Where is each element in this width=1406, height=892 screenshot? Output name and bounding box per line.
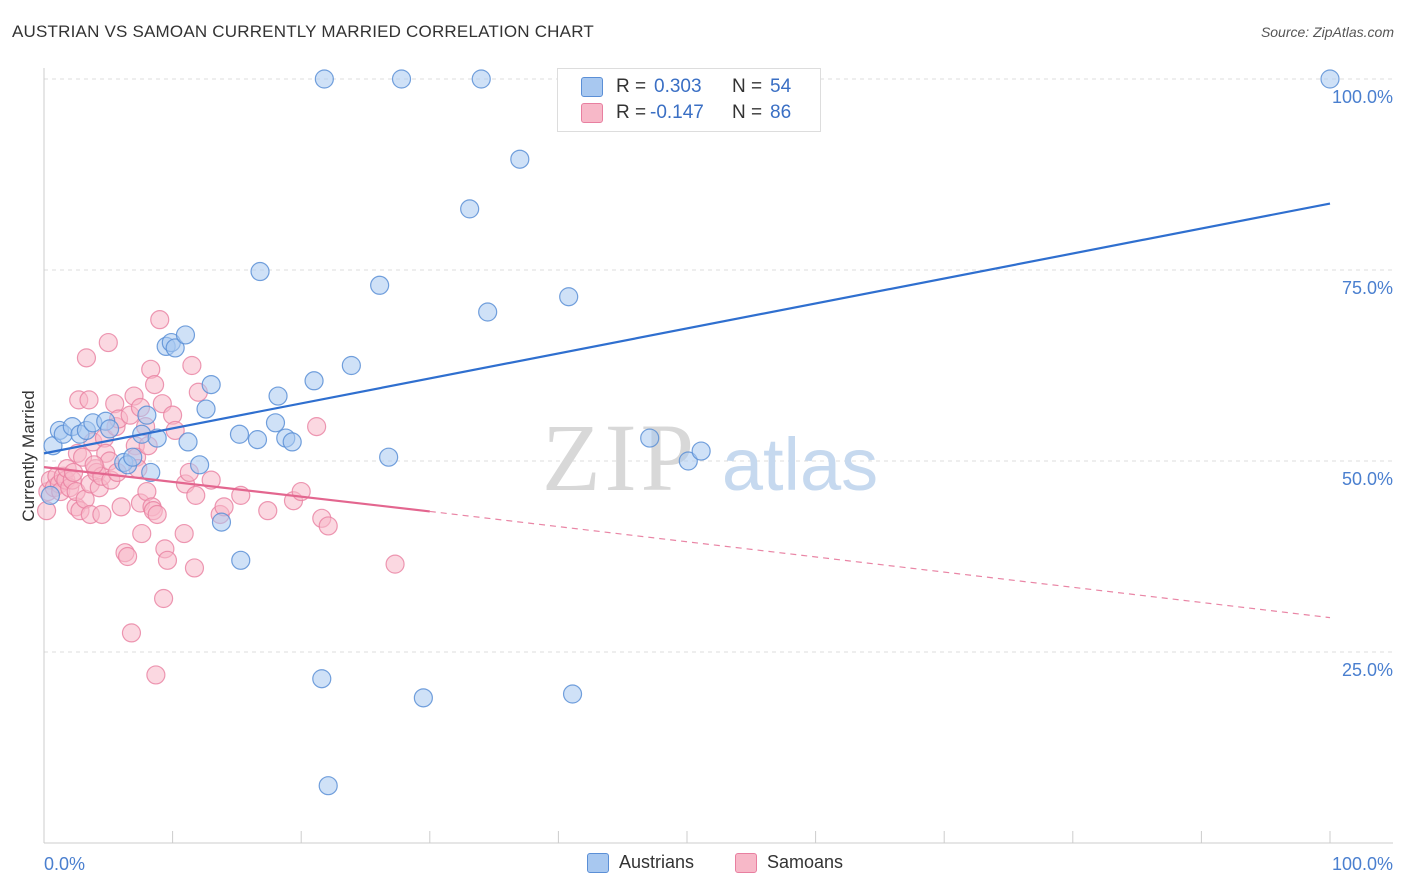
bottom-samoans-label: Samoans xyxy=(767,852,844,872)
x-tick-label-max: 100.0% xyxy=(1332,854,1393,874)
samoan-point xyxy=(201,470,221,490)
bottom-legend-samoans: Samoans xyxy=(735,852,843,873)
austrian-point xyxy=(231,550,251,570)
austrian-point xyxy=(211,512,232,532)
samoan-point xyxy=(117,546,138,567)
y-tick-label-25: 25.0% xyxy=(1342,660,1393,680)
austrian-point xyxy=(265,413,286,433)
austrian-point xyxy=(40,485,61,505)
samoans-trend-extension xyxy=(429,510,1331,619)
samoan-point xyxy=(111,497,131,517)
bottom-samoans-swatch xyxy=(735,852,757,873)
austrian-point xyxy=(99,419,120,439)
bottom-legend-austrians: Austrians xyxy=(587,852,694,873)
watermark-atlas: atlas xyxy=(722,423,878,506)
axes xyxy=(43,68,1393,844)
trend-lines xyxy=(43,202,1331,619)
austrian-point xyxy=(175,325,196,345)
samoan-point xyxy=(146,665,166,685)
samoan-point xyxy=(121,623,142,643)
samoan-point xyxy=(186,485,206,505)
samoan-point xyxy=(157,550,178,570)
austrian-point xyxy=(141,462,161,483)
austrian-point xyxy=(178,432,198,452)
austrian-point xyxy=(562,684,583,704)
samoans-n-value: 86 xyxy=(770,102,792,123)
source-label: Source: ZipAtlas.com xyxy=(1260,24,1394,40)
samoan-point xyxy=(76,348,97,368)
austrians-trend-line xyxy=(43,202,1331,455)
austrians-n-value: 54 xyxy=(770,76,792,97)
samoan-point xyxy=(132,523,152,544)
samoan-point xyxy=(153,588,174,609)
samoan-point xyxy=(98,332,118,353)
austrians-r-label: R = xyxy=(616,76,647,97)
bottom-austrians-swatch xyxy=(587,852,609,873)
samoan-point xyxy=(144,375,165,395)
austrian-point xyxy=(413,688,433,708)
x-tick-label-min: 0.0% xyxy=(44,854,85,874)
y-tick-label-50: 50.0% xyxy=(1342,469,1393,489)
samoans-swatch xyxy=(581,103,603,123)
austrian-point xyxy=(314,69,334,89)
austrian-point xyxy=(282,432,302,452)
samoan-point xyxy=(258,501,278,521)
samoan-point xyxy=(318,516,338,536)
samoans-r-label: R = xyxy=(616,102,647,123)
austrian-point xyxy=(478,302,498,322)
samoan-point xyxy=(92,504,112,525)
austrian-point xyxy=(1320,69,1340,89)
austrian-point xyxy=(341,355,361,376)
austrian-point xyxy=(559,287,579,307)
austrians-r-value: 0.303 xyxy=(654,76,702,97)
austrian-point xyxy=(147,428,167,448)
austrian-point xyxy=(123,447,143,467)
austrian-point xyxy=(229,424,250,444)
y-axis-label: Currently Married xyxy=(19,390,38,521)
austrian-point xyxy=(640,428,660,448)
samoan-point xyxy=(174,523,194,544)
samoan-point xyxy=(79,390,99,410)
austrian-point xyxy=(137,405,157,425)
samoan-point xyxy=(147,504,167,525)
austrian-point xyxy=(318,776,338,796)
austrian-point xyxy=(268,386,288,406)
austrian-point xyxy=(460,199,480,219)
austrian-point xyxy=(250,261,270,282)
austrian-point xyxy=(691,441,711,461)
samoans-n-label: N = xyxy=(732,102,763,123)
austrian-point xyxy=(165,338,185,358)
samoans-r-value: -0.147 xyxy=(650,102,704,123)
y-tick-labels: 25.0% 50.0% 75.0% 100.0% xyxy=(1332,87,1393,680)
samoan-point xyxy=(307,417,327,437)
austrian-point xyxy=(190,455,210,475)
austrians-swatch xyxy=(581,77,603,97)
austrian-point xyxy=(196,399,216,419)
austrians-n-label: N = xyxy=(732,76,763,97)
austrian-point xyxy=(379,447,399,467)
austrian-point xyxy=(678,451,698,471)
austrian-point xyxy=(247,430,268,450)
bottom-austrians-label: Austrians xyxy=(619,852,695,872)
austrian-point xyxy=(201,375,221,395)
austrians-points xyxy=(40,69,1340,796)
y-tick-label-100: 100.0% xyxy=(1332,87,1393,107)
samoans-trend-line xyxy=(43,466,430,513)
samoan-point xyxy=(184,558,205,578)
austrian-point xyxy=(391,69,412,89)
austrian-point xyxy=(312,669,332,689)
austrian-point xyxy=(471,69,491,89)
austrian-point xyxy=(510,149,530,169)
samoan-point xyxy=(182,355,202,376)
samoan-point xyxy=(150,310,170,330)
chart-title: AUSTRIAN VS SAMOAN CURRENTLY MARRIED COR… xyxy=(12,22,594,41)
austrian-point xyxy=(370,275,390,295)
austrian-point xyxy=(304,371,324,391)
correlation-legend: R = 0.303 N = 54 R = -0.147 N = 86 xyxy=(557,68,821,132)
y-tick-label-75: 75.0% xyxy=(1342,278,1393,298)
watermark-zip: ZIP xyxy=(542,404,698,511)
samoan-point xyxy=(385,554,405,574)
